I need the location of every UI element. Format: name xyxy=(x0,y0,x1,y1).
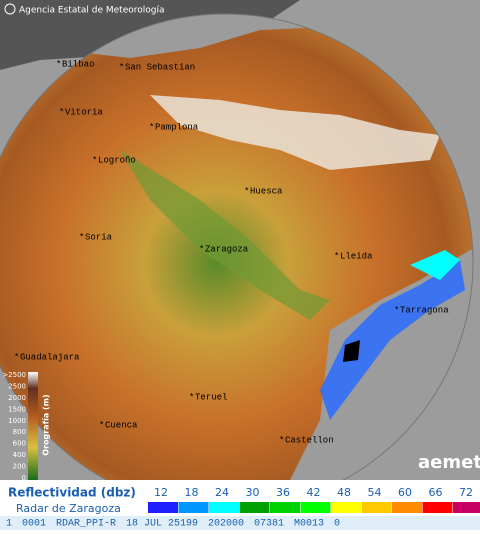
orography-label: 200 xyxy=(13,463,26,471)
ebro-valley xyxy=(120,150,330,320)
legend-value: 36 xyxy=(276,486,290,499)
legend-swatch xyxy=(270,502,300,513)
radar-echo xyxy=(343,340,360,362)
city-label: Lleida xyxy=(340,251,373,261)
legend-swatch xyxy=(361,502,392,513)
status-field: 1 xyxy=(6,519,12,530)
city-label: San Sebastian xyxy=(125,62,195,72)
legend-value: 18 xyxy=(185,486,199,499)
city-marker: * xyxy=(199,244,204,254)
legend-swatch xyxy=(422,502,453,513)
orography-label: 2000 xyxy=(8,394,26,402)
legend-value: 72 xyxy=(459,486,473,499)
status-field: 0 xyxy=(334,519,340,530)
legend-swatch xyxy=(331,502,361,513)
agency-name: Agencia Estatal de Meteorología xyxy=(19,6,165,16)
city-marker: * xyxy=(56,59,61,69)
pyrenees xyxy=(150,95,440,170)
city-label: Pamplona xyxy=(155,122,199,132)
city-label: Logroño xyxy=(98,155,136,165)
legend-swatch xyxy=(148,502,178,513)
city-marker: * xyxy=(244,186,249,196)
status-field: 18 JUL 25199 xyxy=(126,519,198,530)
legend-swatch xyxy=(178,502,209,513)
status-field: M0013 xyxy=(294,519,324,530)
orography-label: 0 xyxy=(22,474,26,482)
city-label: Tarragona xyxy=(400,305,449,315)
city-label: Teruel xyxy=(195,392,227,402)
logo: aemet xyxy=(418,452,480,473)
city-label: Guadalajara xyxy=(20,352,80,362)
city-label: Bilbao xyxy=(62,59,94,69)
legend-swatch xyxy=(392,502,422,513)
radar-echo xyxy=(320,260,465,420)
legend-subtitle: Radar de Zaragoza xyxy=(16,502,121,515)
orography-label: 1000 xyxy=(8,417,26,425)
city-marker: * xyxy=(79,232,84,242)
legend-value: 42 xyxy=(307,486,321,499)
city-label: Zaragoza xyxy=(205,244,249,254)
city-marker: * xyxy=(189,392,194,402)
status-field: RDAR_PPI-R xyxy=(56,519,116,530)
city-label: Huesca xyxy=(250,186,283,196)
legend-value: 24 xyxy=(215,486,229,499)
city-marker: * xyxy=(334,251,339,261)
logo-icon xyxy=(4,3,16,15)
city-label: Soria xyxy=(85,232,113,242)
legend-value: 12 xyxy=(154,486,168,499)
map xyxy=(0,14,473,480)
radar-echo xyxy=(410,250,460,280)
status-bar xyxy=(0,516,480,530)
legend-value: 54 xyxy=(368,486,382,499)
status-field: 0001 xyxy=(22,519,46,530)
orography-label: 2500 xyxy=(8,382,26,390)
city-marker: * xyxy=(119,62,124,72)
legend-title: Reflectividad (dbz) xyxy=(8,486,136,500)
city-marker: * xyxy=(149,122,154,132)
city-label: Vitoria xyxy=(65,107,103,117)
city-label: Cuenca xyxy=(105,420,138,430)
city-marker: * xyxy=(99,420,104,430)
legend-swatch xyxy=(300,502,331,513)
city-marker: * xyxy=(14,352,19,362)
orography-scale xyxy=(28,372,38,480)
legend-value: 60 xyxy=(398,486,412,499)
legend-swatch xyxy=(453,502,480,513)
legend-value: 48 xyxy=(337,486,351,499)
status-field: 202000 xyxy=(208,519,244,530)
legend-value: 66 xyxy=(429,486,443,499)
legend-swatch xyxy=(239,502,270,513)
orography-label: 400 xyxy=(13,451,26,459)
orography-title: Orografía (m) xyxy=(42,394,51,455)
orography-label: >2500 xyxy=(2,371,26,379)
city-marker: * xyxy=(92,155,97,165)
orography-label: 1500 xyxy=(8,405,26,413)
legend-swatch xyxy=(209,502,239,513)
city-marker: * xyxy=(279,435,284,445)
legend-value: 30 xyxy=(246,486,260,499)
city-marker: * xyxy=(394,305,399,315)
city-marker: * xyxy=(59,107,64,117)
orography-label: 800 xyxy=(13,428,26,436)
city-label: Castellon xyxy=(285,435,334,445)
orography-label: 600 xyxy=(13,440,26,448)
status-field: 07381 xyxy=(254,519,284,530)
